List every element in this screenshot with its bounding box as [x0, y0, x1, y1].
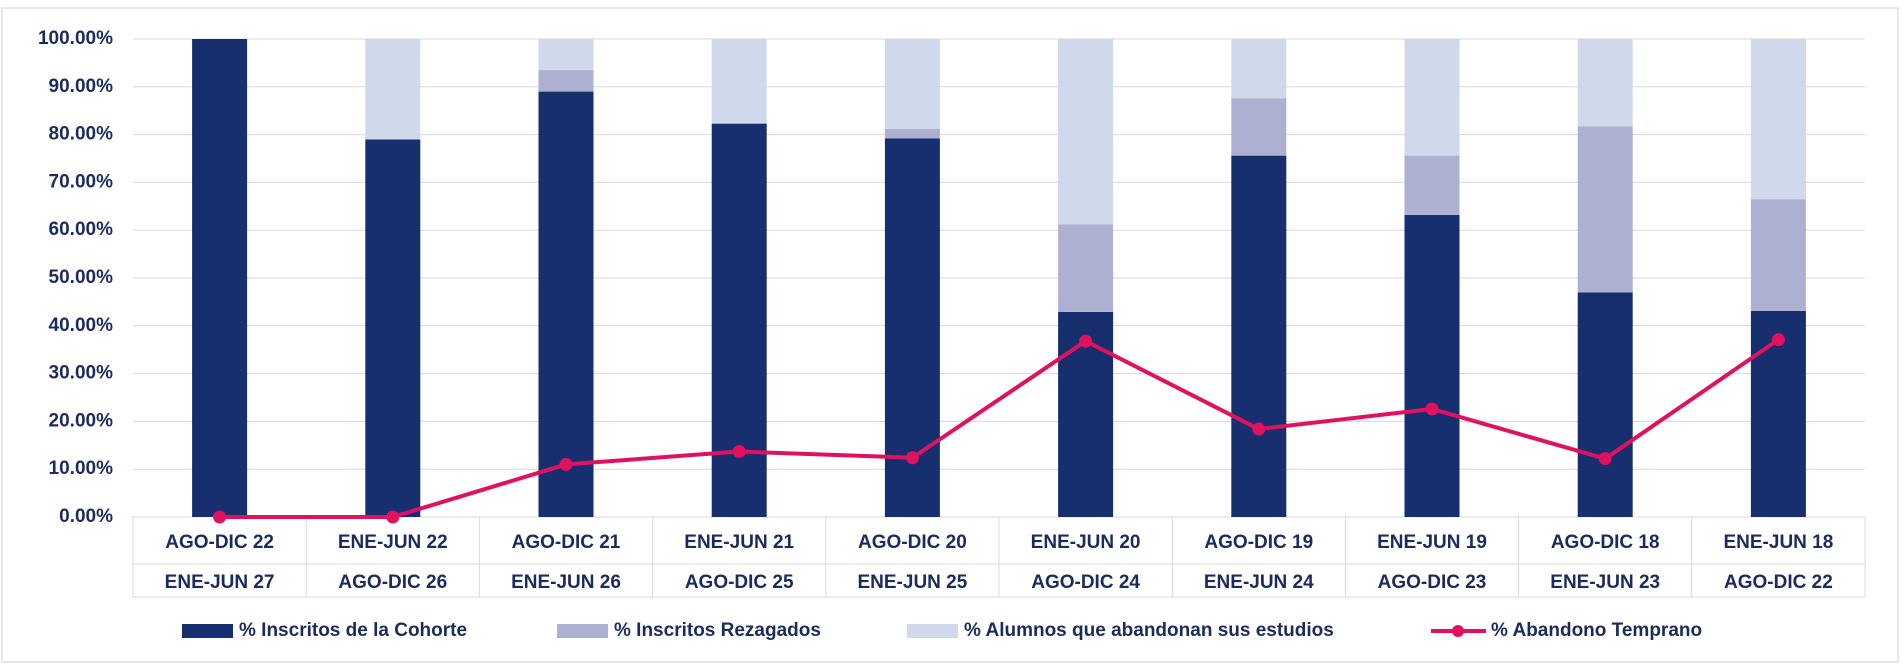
x-tick-label: AGO-DIC 22 [1724, 572, 1833, 593]
bar-segment [1058, 224, 1114, 312]
bar-segment [1577, 292, 1633, 517]
legend-marker [182, 624, 233, 638]
x-tick-label: AGO-DIC 26 [338, 572, 447, 593]
x-tick-label: ENE-JUN 18 [1723, 532, 1833, 553]
bar-segment [538, 91, 594, 517]
bar-segment [711, 39, 767, 124]
line-point [386, 510, 400, 524]
x-tick-label: AGO-DIC 24 [1031, 572, 1140, 593]
bar-segment [1231, 155, 1287, 517]
legend-marker [1452, 625, 1464, 637]
bar-segment [1750, 39, 1806, 200]
bar-segment [1058, 39, 1114, 225]
x-tick-label: ENE-JUN 25 [857, 572, 967, 593]
y-tick-label: 90.00% [49, 76, 114, 97]
line-point [1079, 334, 1093, 348]
bar-segment [1231, 39, 1287, 99]
x-tick-label: ENE-JUN 23 [1550, 572, 1660, 593]
line-point [1598, 452, 1612, 466]
line-point [1771, 333, 1785, 347]
y-tick-label: 10.00% [49, 458, 114, 479]
bar-segment [1404, 214, 1460, 518]
y-tick-label: 0.00% [59, 506, 113, 527]
x-tick-label: ENE-JUN 26 [511, 572, 621, 593]
x-tick-label: AGO-DIC 22 [165, 532, 274, 553]
bar-segment [365, 139, 421, 517]
x-tick-label: ENE-JUN 20 [1031, 532, 1141, 553]
bar-segment [538, 39, 594, 71]
y-tick-label: 30.00% [49, 363, 114, 384]
y-tick-label: 60.00% [49, 219, 114, 240]
legend-label: % Abandono Temprano [1491, 620, 1702, 641]
x-tick-label: AGO-DIC 18 [1551, 532, 1660, 553]
bar-segment [1404, 155, 1460, 215]
legend-label: % Alumnos que abandonan sus estudios [964, 620, 1334, 641]
legend-marker [557, 624, 608, 638]
bar-segment [1231, 98, 1287, 156]
bar-segment [1577, 39, 1633, 127]
bar-segment [884, 128, 940, 139]
x-tick-label: AGO-DIC 19 [1204, 532, 1313, 553]
line-point [1425, 402, 1439, 416]
x-tick-label: AGO-DIC 25 [685, 572, 794, 593]
bar-segment [884, 39, 940, 129]
line-series [219, 338, 1780, 519]
legend-label: % Inscritos Rezagados [614, 620, 821, 641]
chart-frame [1, 7, 1899, 663]
y-tick-label: 40.00% [49, 315, 114, 336]
bar-segment [1750, 199, 1806, 311]
bar-segment [365, 39, 421, 140]
bar-segment [538, 70, 594, 92]
x-tick-label: ENE-JUN 22 [338, 532, 448, 553]
bar-segment [1404, 39, 1460, 156]
x-tick-label: ENE-JUN 21 [684, 532, 794, 553]
legend-marker [907, 624, 958, 638]
line-point [732, 445, 746, 459]
y-tick-label: 70.00% [49, 171, 114, 192]
x-tick-label: ENE-JUN 27 [165, 572, 275, 593]
y-tick-label: 80.00% [49, 124, 114, 145]
x-tick-label: AGO-DIC 21 [512, 532, 621, 553]
bar-segment [192, 39, 248, 517]
legend-label: % Inscritos de la Cohorte [239, 620, 467, 641]
line-point [1252, 422, 1266, 436]
x-tick-label: AGO-DIC 23 [1378, 572, 1487, 593]
line-point [213, 510, 227, 524]
y-tick-label: 100.00% [38, 28, 113, 49]
x-tick-label: ENE-JUN 24 [1204, 572, 1314, 593]
line-point [559, 457, 573, 471]
bar-segment [1577, 126, 1633, 293]
x-tick-label: AGO-DIC 20 [858, 532, 967, 553]
line-point [905, 451, 919, 465]
y-tick-label: 20.00% [49, 410, 114, 431]
y-tick-label: 50.00% [49, 267, 114, 288]
x-tick-label: ENE-JUN 19 [1377, 532, 1487, 553]
